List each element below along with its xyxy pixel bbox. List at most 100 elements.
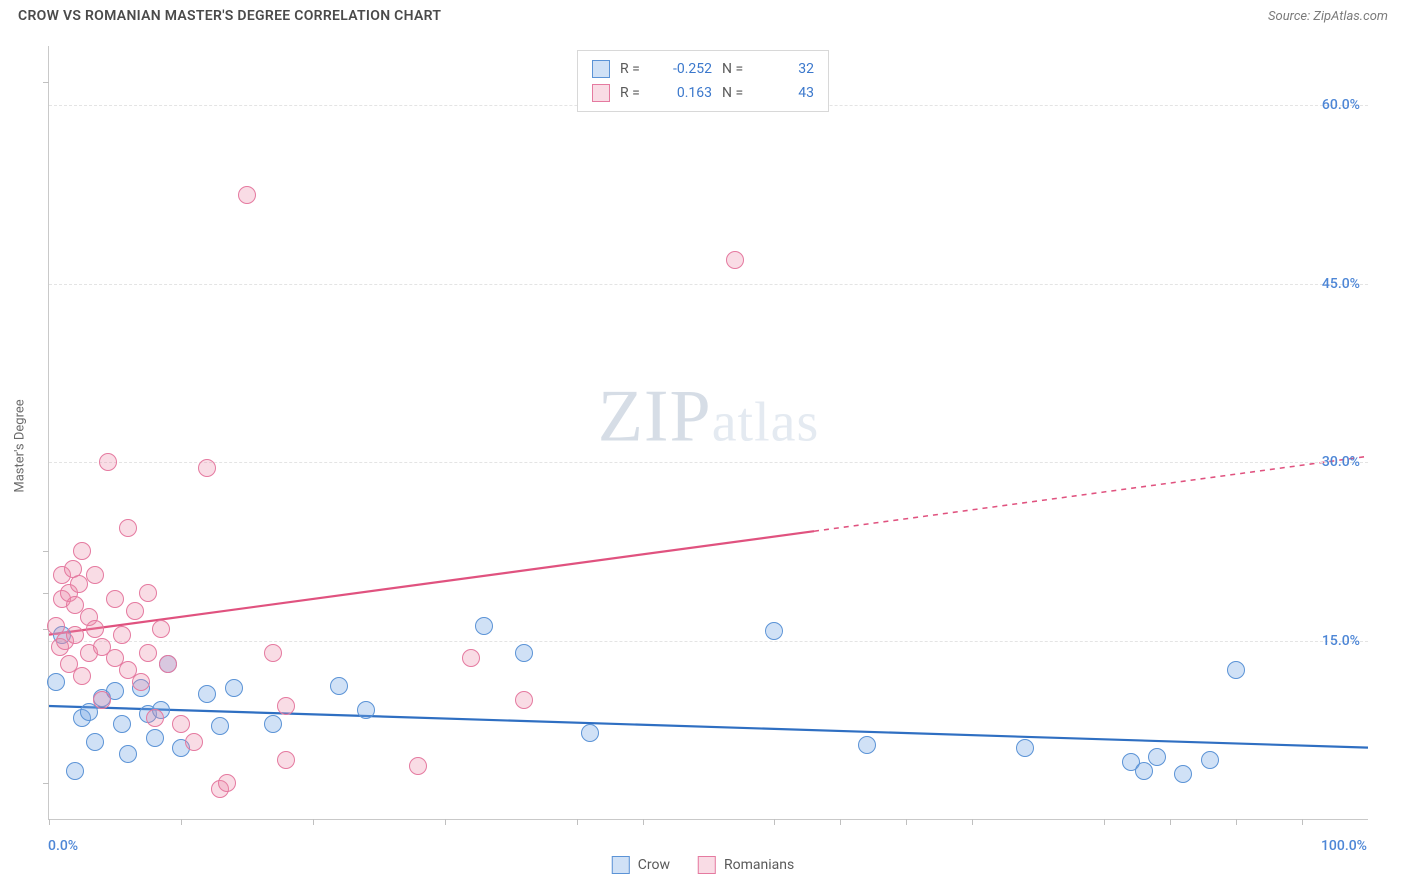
data-point xyxy=(70,575,88,593)
data-point xyxy=(581,724,599,742)
x-tick-mark xyxy=(181,819,182,825)
data-point xyxy=(238,186,256,204)
data-point xyxy=(330,677,348,695)
x-tick-mark xyxy=(972,819,973,825)
source-label: Source: ZipAtlas.com xyxy=(1268,9,1388,24)
data-point xyxy=(475,617,493,635)
data-point xyxy=(277,751,295,769)
x-tick-mark xyxy=(1302,819,1303,825)
data-point xyxy=(357,701,375,719)
data-point xyxy=(1135,762,1153,780)
data-point xyxy=(172,715,190,733)
n-value: 43 xyxy=(758,81,814,105)
y-tick-mark xyxy=(43,551,49,552)
y-axis-label: Master's Degree xyxy=(13,399,28,492)
stats-row: R = -0.252 N = 32 xyxy=(592,57,814,81)
y-tick-label: 60.0% xyxy=(1322,97,1360,113)
y-tick-label: 15.0% xyxy=(1322,633,1360,649)
data-point xyxy=(53,566,71,584)
legend-item: Crow xyxy=(612,856,670,874)
data-point xyxy=(225,679,243,697)
series-legend: Crow Romanians xyxy=(612,856,794,874)
n-label: N = xyxy=(722,81,748,105)
data-point xyxy=(264,644,282,662)
data-point xyxy=(60,584,78,602)
trend-lines xyxy=(49,46,1368,819)
data-point xyxy=(264,715,282,733)
data-point xyxy=(1148,748,1166,766)
y-tick-label: 45.0% xyxy=(1322,276,1360,292)
x-tick-mark xyxy=(840,819,841,825)
x-tick-mark xyxy=(1170,819,1171,825)
y-tick-mark xyxy=(43,593,49,594)
watermark: ZIPatlas xyxy=(598,375,820,460)
x-tick-mark xyxy=(577,819,578,825)
data-point xyxy=(858,736,876,754)
gridline xyxy=(49,462,1368,463)
data-point xyxy=(86,566,104,584)
data-point xyxy=(64,560,82,578)
data-point xyxy=(66,762,84,780)
x-axis-max: 100.0% xyxy=(1321,838,1367,854)
data-point xyxy=(185,733,203,751)
stats-row: R = 0.163 N = 43 xyxy=(592,81,814,105)
data-point xyxy=(93,691,111,709)
stats-legend: R = -0.252 N = 32 R = 0.163 N = 43 xyxy=(577,50,829,112)
data-point xyxy=(409,757,427,775)
x-axis-min: 0.0% xyxy=(48,838,78,854)
data-point xyxy=(139,705,157,723)
data-point xyxy=(159,655,177,673)
data-point xyxy=(1174,765,1192,783)
data-point xyxy=(218,774,236,792)
data-point xyxy=(1016,739,1034,757)
data-point xyxy=(119,745,137,763)
data-point xyxy=(765,622,783,640)
x-tick-mark xyxy=(445,819,446,825)
data-point xyxy=(277,697,295,715)
data-point xyxy=(113,715,131,733)
x-tick-mark xyxy=(643,819,644,825)
data-point xyxy=(47,673,65,691)
data-point xyxy=(93,689,111,707)
data-point xyxy=(146,729,164,747)
data-point xyxy=(211,780,229,798)
scatter-plot: ZIPatlas 15.0% 30.0% 45.0% 60.0% xyxy=(48,46,1368,820)
n-value: 32 xyxy=(758,57,814,81)
y-tick-mark xyxy=(43,82,49,83)
n-label: N = xyxy=(722,57,748,81)
data-point xyxy=(66,596,84,614)
data-point xyxy=(80,608,98,626)
data-point xyxy=(462,649,480,667)
data-point xyxy=(106,590,124,608)
data-point xyxy=(1201,751,1219,769)
data-point xyxy=(146,709,164,727)
x-tick-mark xyxy=(774,819,775,825)
data-point xyxy=(106,682,124,700)
data-point xyxy=(47,617,65,635)
data-point xyxy=(86,620,104,638)
x-tick-mark xyxy=(313,819,314,825)
data-point xyxy=(73,667,91,685)
x-tick-mark xyxy=(49,819,50,825)
r-value: 0.163 xyxy=(656,81,712,105)
r-label: R = xyxy=(620,81,646,105)
chart-title: CROW VS ROMANIAN MASTER'S DEGREE CORRELA… xyxy=(18,8,441,24)
data-point xyxy=(1122,753,1140,771)
legend-label: Crow xyxy=(638,857,670,873)
series-swatch xyxy=(592,60,610,78)
y-tick-mark xyxy=(43,629,49,630)
data-point xyxy=(211,717,229,735)
data-point xyxy=(73,542,91,560)
y-tick-label: 30.0% xyxy=(1322,454,1360,470)
data-point xyxy=(119,519,137,537)
data-point xyxy=(132,673,150,691)
data-point xyxy=(152,701,170,719)
data-point xyxy=(139,584,157,602)
data-point xyxy=(515,691,533,709)
data-point xyxy=(198,685,216,703)
series-swatch xyxy=(698,856,716,874)
x-tick-mark xyxy=(906,819,907,825)
data-point xyxy=(132,679,150,697)
data-point xyxy=(515,644,533,662)
legend-label: Romanians xyxy=(724,857,794,873)
